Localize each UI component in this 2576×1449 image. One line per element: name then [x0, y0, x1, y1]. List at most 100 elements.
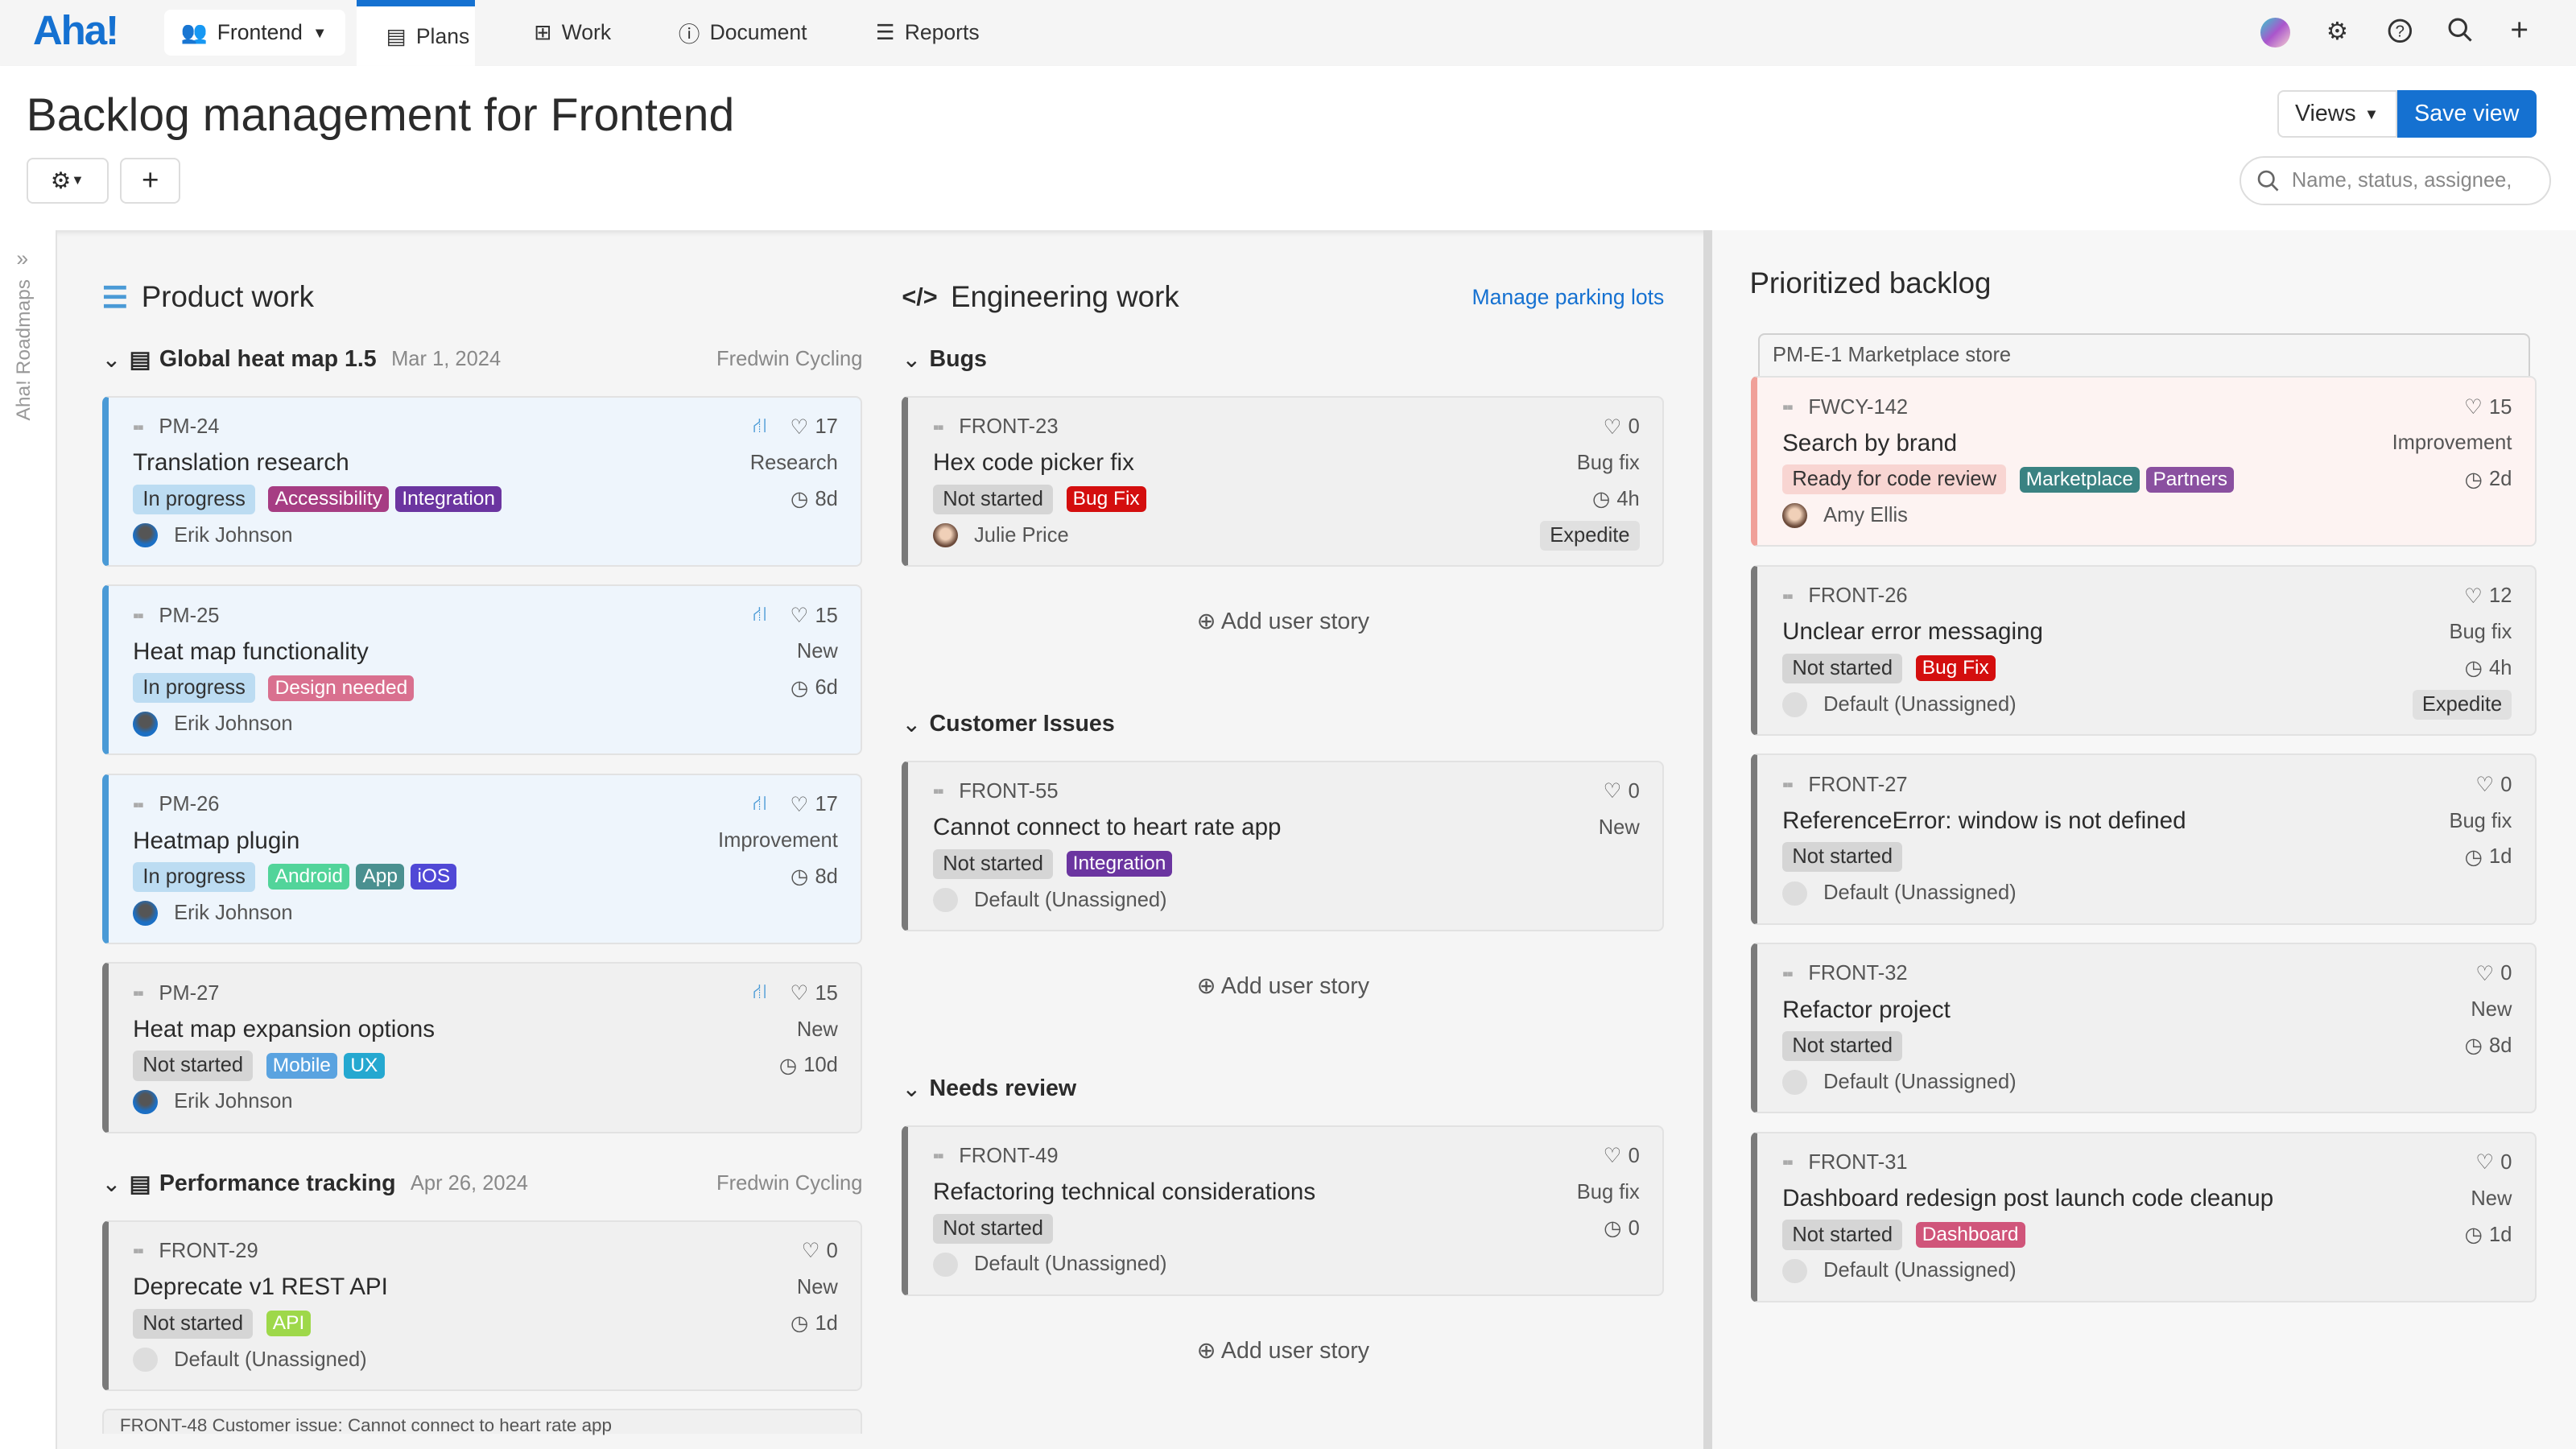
tag[interactable]: Marketplace — [2019, 466, 2140, 493]
card-id[interactable]: PM-25 — [159, 604, 220, 627]
card-id[interactable]: FRONT-31 — [1808, 1150, 1908, 1174]
status-badge[interactable]: Not started — [933, 484, 1054, 514]
hierarchy-icon[interactable]: ⛙ — [752, 414, 767, 437]
hierarchy-icon[interactable]: ⛙ — [752, 980, 767, 1004]
card-id[interactable]: FRONT-26 — [1808, 584, 1908, 608]
tab-reports[interactable]: ☰ Reports — [846, 0, 1009, 66]
card-id[interactable]: FRONT-49 — [959, 1144, 1059, 1167]
save-view-button[interactable]: Save view — [2396, 90, 2537, 138]
drag-handle-icon[interactable]: ▪▪ — [133, 605, 144, 626]
work-item-card[interactable]: ▪▪ FRONT-27 ♡ 0 ReferenceError: window is no… — [1751, 753, 2537, 925]
work-item-card[interactable]: ▪▪ PM-26 ⛙ ♡ 17 Heatmap plugin Improvement In p… — [101, 773, 863, 945]
work-item-card[interactable]: FRONT-48 Customer issue: Cannot connect … — [101, 1409, 863, 1435]
drag-handle-icon[interactable]: ▪▪ — [1782, 397, 1794, 417]
hierarchy-icon[interactable]: ⛙ — [752, 603, 767, 626]
assignee-name[interactable]: Amy Ellis — [1823, 504, 1908, 527]
card-title[interactable]: Deprecate v1 REST API — [133, 1274, 388, 1301]
status-badge[interactable]: Not started — [133, 1308, 254, 1339]
priority-badge[interactable]: Expedite — [1540, 520, 1640, 551]
card-id[interactable]: PM-26 — [159, 793, 220, 816]
work-item-card[interactable]: ▪▪ FRONT-26 ♡ 12 Unclear error messaging Bug … — [1751, 564, 2537, 736]
parking-lot-name[interactable]: Bugs — [929, 346, 987, 373]
assignee-name[interactable]: Erik Johnson — [174, 901, 293, 924]
add-user-story-button[interactable]: ⊕ Add user story — [902, 1314, 1664, 1389]
assignee-name[interactable]: Erik Johnson — [174, 712, 293, 736]
aha-logo[interactable]: Aha! — [32, 7, 119, 54]
tag[interactable]: Mobile — [266, 1052, 338, 1079]
release-group-header[interactable]: ⌄ ▤ Performance tracking Apr 26, 2024 Fredwi… — [102, 1166, 863, 1202]
plus-icon[interactable]: + — [2510, 13, 2529, 48]
card-id[interactable]: PM-27 — [159, 981, 220, 1005]
status-badge[interactable]: Not started — [1782, 842, 1903, 873]
tab-document[interactable]: ⓘ Document — [649, 0, 836, 66]
card-title[interactable]: Search by brand — [1782, 429, 1958, 456]
assignee-name[interactable]: Default (Unassigned) — [1823, 692, 2017, 716]
drag-handle-icon[interactable]: ▪▪ — [1782, 963, 1794, 984]
status-badge[interactable]: Not started — [933, 1213, 1054, 1244]
card-title[interactable]: Refactor project — [1782, 996, 1951, 1023]
status-badge[interactable]: Not started — [1782, 1220, 1903, 1250]
status-badge[interactable]: Ready for code review — [1782, 464, 2007, 495]
settings-dropdown-button[interactable]: ⚙ ▼ — [26, 157, 109, 204]
parking-lot-header[interactable]: ⌄ Customer Issues — [902, 706, 1664, 742]
card-title[interactable]: Heat map functionality — [133, 638, 369, 665]
tag[interactable]: Bug Fix — [1066, 486, 1146, 513]
card-title[interactable]: Cannot connect to heart rate app — [933, 814, 1282, 841]
hierarchy-icon[interactable]: ⛙ — [752, 791, 767, 815]
card-id[interactable]: FRONT-27 — [1808, 773, 1908, 796]
search-input[interactable]: Name, status, assignee, — [2239, 155, 2552, 206]
chevron-down-icon[interactable]: ⌄ — [101, 1171, 122, 1198]
drag-handle-icon[interactable]: ▪▪ — [133, 983, 144, 1004]
tag[interactable]: iOS — [411, 864, 457, 890]
parking-lot-header[interactable]: ⌄ Bugs — [902, 341, 1664, 378]
assignee-name[interactable]: Default (Unassigned) — [1823, 1070, 2017, 1093]
views-dropdown[interactable]: Views ▼ — [2277, 90, 2397, 138]
status-badge[interactable]: In progress — [133, 673, 256, 704]
work-item-card[interactable]: ▪▪ FRONT-32 ♡ 0 Refactor project New Not start… — [1751, 942, 2537, 1114]
user-avatar[interactable] — [2260, 18, 2290, 48]
card-id[interactable]: FRONT-32 — [1808, 962, 1908, 985]
work-item-card[interactable]: ▪▪ FRONT-55 ♡ 0 Cannot connect to heart rate… — [902, 760, 1665, 931]
card-title[interactable]: Dashboard redesign post launch code clea… — [1782, 1185, 2274, 1212]
card-title[interactable]: Translation research — [133, 449, 349, 477]
work-item-card[interactable]: ▪▪ FRONT-29 ♡ 0 Deprecate v1 REST API New Not … — [101, 1220, 863, 1391]
card-id[interactable]: FRONT-23 — [959, 415, 1059, 438]
expand-icon[interactable]: » — [16, 246, 29, 271]
card-id[interactable]: FWCY-142 — [1808, 395, 1909, 419]
roadmaps-sidebar-toggle[interactable]: » Aha! Roadmaps — [0, 229, 58, 1449]
drag-handle-icon[interactable]: ▪▪ — [933, 416, 944, 437]
tag[interactable]: UX — [344, 1052, 385, 1079]
card-title[interactable]: Hex code picker fix — [933, 449, 1134, 477]
tag[interactable]: Partners — [2146, 466, 2235, 493]
chevron-down-icon[interactable]: ⌄ — [902, 712, 922, 738]
manage-parking-lots-link[interactable]: Manage parking lots — [1472, 284, 1665, 309]
tag[interactable]: App — [356, 864, 405, 890]
release-name[interactable]: Global heat map 1.5 — [159, 346, 377, 373]
add-user-story-button[interactable]: ⊕ Add user story — [902, 584, 1664, 660]
assignee-name[interactable]: Default (Unassigned) — [174, 1348, 367, 1371]
work-item-card[interactable]: ▪▪ FRONT-31 ♡ 0 Dashboard redesign post laun… — [1751, 1131, 2537, 1302]
drag-handle-icon[interactable]: ▪▪ — [133, 794, 144, 815]
tag[interactable]: API — [266, 1311, 312, 1337]
tag[interactable]: Integration — [395, 486, 502, 513]
drag-handle-icon[interactable]: ▪▪ — [1782, 774, 1794, 795]
drag-handle-icon[interactable]: ▪▪ — [133, 1241, 144, 1261]
assignee-name[interactable]: Julie Price — [974, 523, 1069, 547]
card-title[interactable]: Heat map expansion options — [133, 1016, 436, 1043]
drag-handle-icon[interactable]: ▪▪ — [933, 1146, 944, 1166]
assignee-name[interactable]: Erik Johnson — [174, 523, 293, 547]
drag-handle-icon[interactable]: ▪▪ — [133, 416, 144, 437]
assignee-name[interactable]: Erik Johnson — [174, 1090, 293, 1113]
assignee-name[interactable]: Default (Unassigned) — [974, 888, 1167, 911]
workspace-selector[interactable]: 👥 Frontend ▼ — [164, 10, 345, 56]
assignee-name[interactable]: Default (Unassigned) — [974, 1253, 1167, 1276]
work-item-card[interactable]: ▪▪ FWCY-142 ♡ 15 Search by brand Improvement R… — [1751, 376, 2537, 547]
card-title[interactable]: ReferenceError: window is not defined — [1782, 807, 2186, 835]
status-badge[interactable]: In progress — [133, 484, 256, 514]
tab-work[interactable]: ⊞ Work — [505, 0, 641, 66]
release-name[interactable]: Performance tracking — [159, 1170, 396, 1197]
status-badge[interactable]: Not started — [133, 1051, 254, 1081]
status-badge[interactable]: Not started — [1782, 653, 1903, 683]
assignee-name[interactable]: Default (Unassigned) — [1823, 881, 2017, 905]
parking-lot-name[interactable]: Needs review — [929, 1075, 1077, 1102]
